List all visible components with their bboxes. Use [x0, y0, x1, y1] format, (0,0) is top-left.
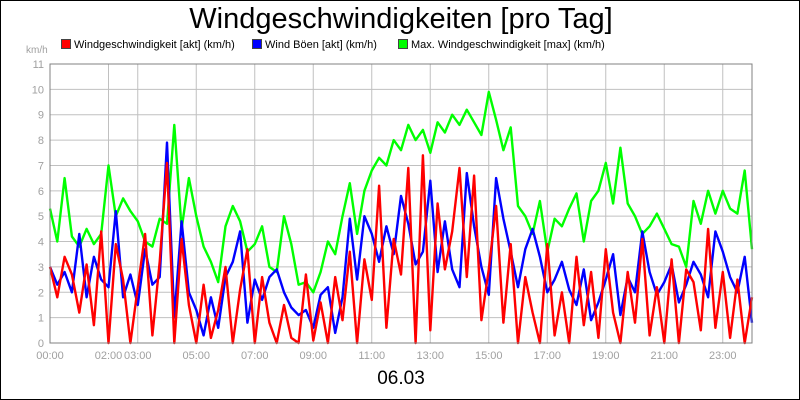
legend-swatch-blue	[252, 39, 262, 49]
legend-item-wind-boeen: Wind Böen [akt] (km/h)	[252, 39, 377, 51]
date-label: 06.03	[377, 368, 425, 389]
x-tick-label: 09:00	[299, 350, 327, 362]
x-tick-label: 02:00	[95, 350, 123, 362]
legend-label-windgeschwindigkeit: Windgeschwindigkeit [akt] (km/h)	[74, 39, 235, 51]
y-tick-label: 6	[38, 186, 44, 198]
y-axis-unit: km/h	[26, 45, 48, 56]
y-tick-label: 4	[38, 237, 44, 249]
x-tick-label: 11:00	[358, 350, 385, 362]
x-tick-label: 15:00	[475, 350, 503, 362]
y-tick-label: 9	[38, 110, 44, 122]
y-tick-label: 10	[32, 84, 44, 96]
legend-swatch-red	[61, 39, 71, 49]
x-tick-label: 21:00	[650, 350, 678, 362]
y-tick-label: 8	[38, 135, 44, 147]
x-tick-label: 05:00	[182, 350, 210, 362]
legend-item-max-windgeschwindigkeit: Max. Windgeschwindigkeit [max] (km/h)	[398, 39, 605, 51]
series-line-2	[48, 154, 754, 345]
x-tick-label: 19:00	[592, 350, 620, 362]
y-tick-label: 7	[38, 160, 44, 172]
legend-swatch-green	[398, 39, 408, 49]
y-tick-label: 5	[38, 211, 44, 223]
y-tick-label: 11	[33, 59, 44, 71]
y-tick-label: 0	[38, 338, 44, 350]
y-tick-label: 2	[38, 287, 44, 299]
x-tick-label: 17:00	[533, 350, 561, 362]
plot-border	[49, 63, 753, 344]
x-tick-label: 23:00	[709, 350, 737, 362]
x-tick-label: 07:00	[241, 350, 269, 362]
legend-label-wind-boeen: Wind Böen [akt] (km/h)	[265, 39, 377, 51]
y-tick-label: 1	[38, 313, 44, 325]
series-line-0	[48, 90, 754, 294]
chart-title: Windgeschwindigkeiten [pro Tag]	[189, 3, 613, 35]
y-tick-label: 3	[38, 262, 44, 274]
series-line-1	[48, 141, 754, 337]
x-tick-label: 03:00	[124, 350, 152, 362]
legend-label-max-windgeschwindigkeit: Max. Windgeschwindigkeit [max] (km/h)	[411, 39, 605, 51]
legend-item-windgeschwindigkeit: Windgeschwindigkeit [akt] (km/h)	[61, 39, 235, 51]
x-tick-label: 00:00	[36, 350, 64, 362]
x-tick-label: 13:00	[416, 350, 444, 362]
